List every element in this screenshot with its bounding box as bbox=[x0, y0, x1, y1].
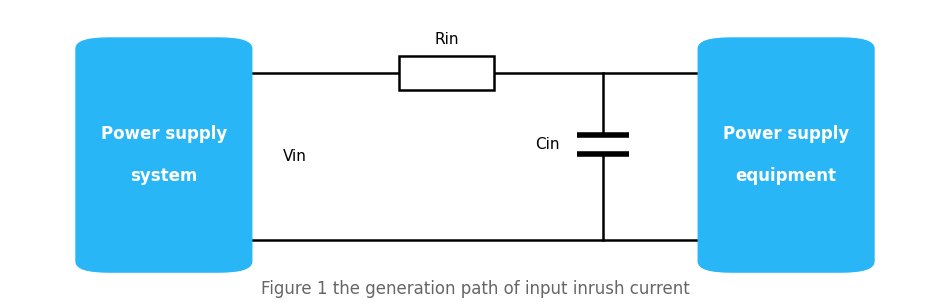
FancyBboxPatch shape bbox=[698, 38, 874, 272]
Text: Rin: Rin bbox=[434, 32, 459, 47]
Text: Figure 1 the generation path of input inrush current: Figure 1 the generation path of input in… bbox=[260, 280, 690, 298]
Text: Cin: Cin bbox=[536, 137, 560, 152]
Text: Power supply

system: Power supply system bbox=[101, 125, 227, 185]
Text: Vin: Vin bbox=[282, 149, 307, 164]
FancyBboxPatch shape bbox=[76, 38, 252, 272]
Bar bbox=[399, 56, 494, 90]
Text: Power supply

equipment: Power supply equipment bbox=[723, 125, 849, 185]
